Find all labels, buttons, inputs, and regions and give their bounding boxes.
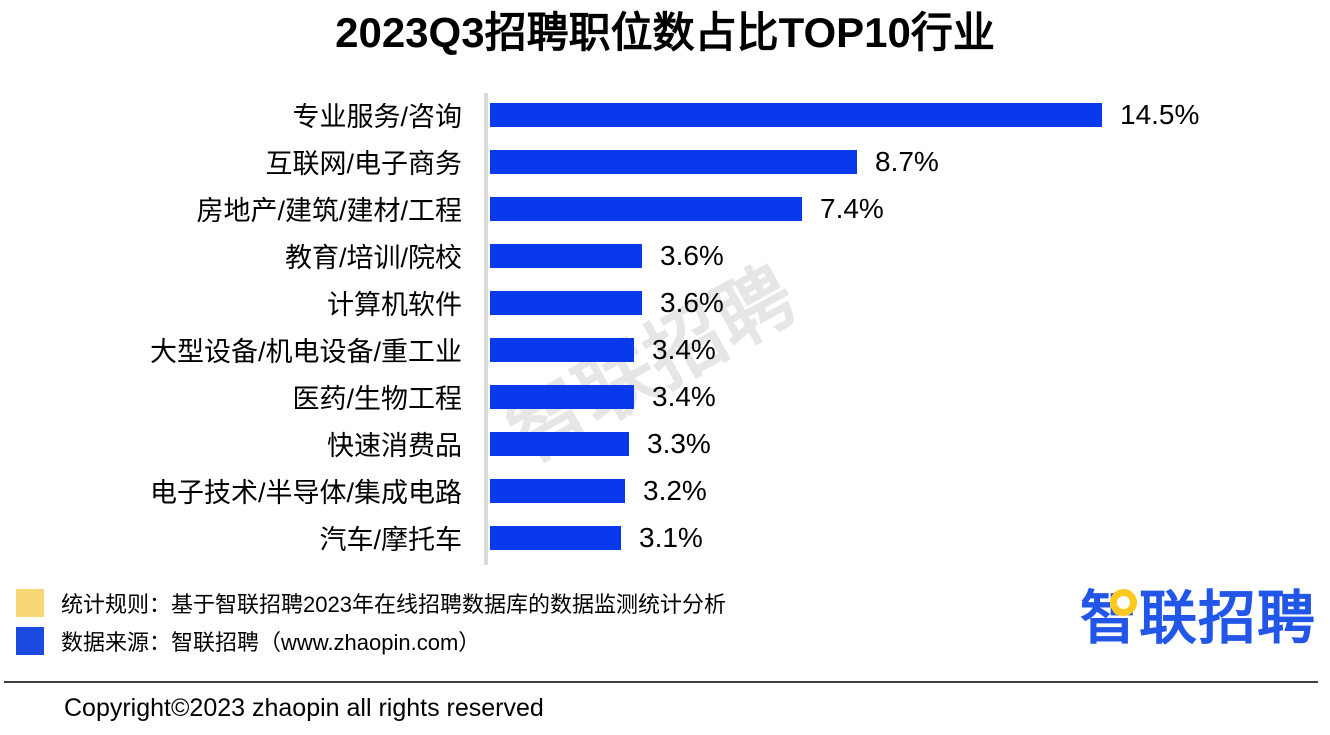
zhaopin-bubble-icon	[1109, 589, 1137, 616]
bar	[490, 243, 642, 268]
page-title: 2023Q3招聘职位数占比TOP10行业	[335, 9, 995, 56]
category-label: 专业服务/咨询	[292, 102, 462, 132]
value-label: 3.6%	[660, 239, 724, 271]
category-label: 计算机软件	[327, 290, 462, 320]
bar-area: 3.4%	[490, 381, 1330, 413]
bar-area: 7.4%	[490, 193, 1330, 225]
copyright-text: Copyright©2023 zhaopin all rights reserv…	[64, 694, 544, 722]
bar	[490, 290, 642, 315]
bar-area: 8.7%	[490, 146, 1330, 178]
chart-row: 计算机软件 3.6%	[0, 279, 1330, 326]
chart-row: 大型设备/机电设备/重工业 3.4%	[0, 326, 1330, 373]
bar	[490, 384, 634, 409]
category-label: 大型设备/机电设备/重工业	[149, 337, 462, 367]
bar-area: 3.2%	[490, 475, 1330, 507]
bar	[490, 196, 802, 221]
category-label: 互联网/电子商务	[265, 149, 462, 179]
chart-row: 汽车/摩托车 3.1%	[0, 514, 1330, 561]
category-label: 快速消费品	[327, 431, 462, 461]
legend: 统计规则：基于智联招聘2023年在线招聘数据库的数据监测统计分析 数据来源：智联…	[16, 589, 726, 665]
legend-rules-text: 统计规则：基于智联招聘2023年在线招聘数据库的数据监测统计分析	[61, 592, 726, 617]
chart-row: 教育/培训/院校 3.6%	[0, 232, 1330, 279]
zhaopin-logo: 智联招聘	[1080, 586, 1316, 654]
legend-source-text: 数据来源：智联招聘（www.zhaopin.com）	[61, 630, 481, 655]
bar	[490, 337, 634, 362]
value-label: 8.7%	[875, 145, 939, 177]
value-label: 3.4%	[652, 380, 716, 412]
bar-area: 3.6%	[490, 287, 1330, 319]
bar-area: 3.4%	[490, 334, 1330, 366]
legend-row-source: 数据来源：智联招聘（www.zhaopin.com）	[16, 627, 726, 655]
bar	[490, 102, 1102, 127]
value-label: 3.3%	[647, 427, 711, 459]
value-label: 3.2%	[643, 474, 707, 506]
bar	[490, 431, 629, 456]
bar	[490, 478, 625, 503]
category-label: 房地产/建筑/建材/工程	[196, 196, 462, 226]
bar-chart: 专业服务/咨询 14.5% 互联网/电子商务 8.7% 房地产/建筑/建材/工程 7.4%…	[0, 91, 1330, 565]
chart-rows: 专业服务/咨询 14.5% 互联网/电子商务 8.7% 房地产/建筑/建材/工程 7.4%…	[0, 91, 1330, 561]
value-label: 14.5%	[1120, 98, 1200, 130]
bar-area: 3.1%	[490, 522, 1330, 554]
value-label: 3.6%	[660, 286, 724, 318]
chart-row: 快速消费品 3.3%	[0, 420, 1330, 467]
bar-area: 3.6%	[490, 240, 1330, 272]
value-label: 7.4%	[820, 192, 884, 224]
chart-row: 房地产/建筑/建材/工程 7.4%	[0, 185, 1330, 232]
bar-area: 3.3%	[490, 428, 1330, 460]
category-label: 教育/培训/院校	[284, 243, 462, 273]
blue-swatch-icon	[16, 627, 44, 655]
bar-area: 14.5%	[490, 99, 1330, 131]
chart-row: 医药/生物工程 3.4%	[0, 373, 1330, 420]
bar	[490, 149, 857, 174]
yellow-swatch-icon	[16, 589, 44, 617]
category-label: 电子技术/半导体/集成电路	[149, 478, 462, 508]
category-label: 医药/生物工程	[292, 384, 462, 414]
value-label: 3.1%	[639, 521, 703, 553]
chart-row: 互联网/电子商务 8.7%	[0, 138, 1330, 185]
bar	[490, 525, 621, 550]
value-label: 3.4%	[652, 333, 716, 365]
legend-row-rules: 统计规则：基于智联招聘2023年在线招聘数据库的数据监测统计分析	[16, 589, 726, 617]
category-label: 汽车/摩托车	[319, 525, 462, 555]
y-axis-line	[484, 93, 488, 565]
chart-row: 电子技术/半导体/集成电路 3.2%	[0, 467, 1330, 514]
chart-row: 专业服务/咨询 14.5%	[0, 91, 1330, 138]
footer-divider	[4, 681, 1318, 683]
